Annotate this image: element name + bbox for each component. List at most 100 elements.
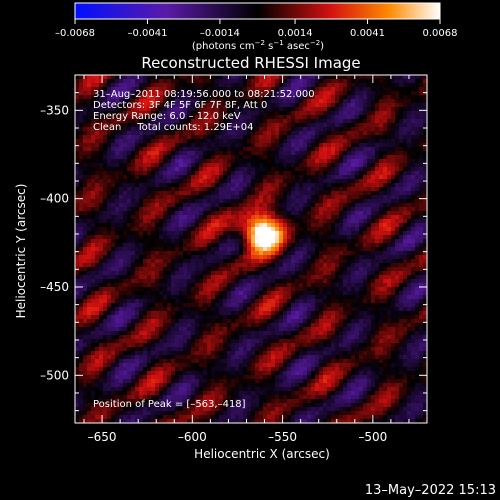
image-pixel [239, 111, 243, 115]
image-pixel [399, 283, 403, 287]
image-pixel [279, 215, 283, 219]
image-pixel [407, 195, 411, 199]
image-pixel [195, 127, 199, 131]
image-pixel [347, 99, 351, 103]
image-pixel [415, 227, 419, 231]
image-pixel [83, 211, 87, 215]
image-pixel [79, 159, 83, 163]
image-pixel [163, 99, 167, 103]
image-pixel [83, 299, 87, 303]
image-pixel [355, 223, 359, 227]
image-pixel [127, 123, 131, 127]
image-pixel [303, 235, 307, 239]
image-pixel [115, 107, 119, 111]
image-pixel [103, 271, 107, 275]
image-pixel [199, 203, 203, 207]
image-pixel [415, 275, 419, 279]
image-pixel [407, 155, 411, 159]
image-pixel [267, 215, 271, 219]
image-pixel [271, 219, 275, 223]
image-pixel [307, 195, 311, 199]
image-pixel [227, 263, 231, 267]
image-pixel [175, 159, 179, 163]
image-pixel [275, 223, 279, 227]
image-pixel [235, 219, 239, 223]
image-pixel [159, 235, 163, 239]
image-pixel [191, 79, 195, 83]
image-pixel [195, 175, 199, 179]
image-pixel [111, 295, 115, 299]
image-pixel [167, 231, 171, 235]
image-pixel [367, 287, 371, 291]
image-pixel [315, 267, 319, 271]
image-pixel [307, 123, 311, 127]
image-pixel [411, 267, 415, 271]
image-pixel [255, 167, 259, 171]
image-pixel [119, 123, 123, 127]
image-pixel [187, 115, 191, 119]
image-pixel [395, 211, 399, 215]
image-pixel [235, 267, 239, 271]
image-pixel [395, 147, 399, 151]
image-pixel [115, 147, 119, 151]
image-pixel [407, 83, 411, 87]
image-pixel [283, 183, 287, 187]
image-pixel [411, 75, 415, 79]
image-pixel [235, 227, 239, 231]
image-pixel [87, 123, 91, 127]
image-pixel [403, 239, 407, 243]
image-pixel [331, 187, 335, 191]
image-pixel [307, 95, 311, 99]
image-pixel [407, 259, 411, 263]
image-pixel [75, 299, 79, 303]
image-pixel [363, 279, 367, 283]
image-pixel [195, 103, 199, 107]
image-pixel [175, 111, 179, 115]
image-pixel [303, 287, 307, 291]
image-pixel [379, 223, 383, 227]
image-pixel [227, 179, 231, 183]
image-pixel [171, 115, 175, 119]
image-pixel [319, 243, 323, 247]
image-pixel [403, 179, 407, 183]
image-pixel [331, 207, 335, 211]
image-pixel [415, 167, 419, 171]
image-pixel [151, 175, 155, 179]
image-pixel [171, 111, 175, 115]
image-pixel [251, 279, 255, 283]
image-pixel [259, 171, 263, 175]
image-pixel [323, 275, 327, 279]
image-pixel [147, 271, 151, 275]
image-pixel [419, 263, 423, 267]
image-pixel [111, 299, 115, 303]
image-pixel [351, 123, 355, 127]
image-pixel [251, 283, 255, 287]
image-pixel [395, 79, 399, 83]
image-pixel [103, 151, 107, 155]
image-pixel [179, 191, 183, 195]
image-pixel [139, 235, 143, 239]
image-pixel [151, 159, 155, 163]
image-pixel [379, 263, 383, 267]
image-pixel [179, 115, 183, 119]
image-pixel [119, 211, 123, 215]
image-pixel [119, 175, 123, 179]
image-pixel [311, 143, 315, 147]
image-pixel [375, 239, 379, 243]
image-pixel [151, 243, 155, 247]
image-pixel [247, 167, 251, 171]
image-pixel [147, 91, 151, 95]
image-pixel [147, 251, 151, 255]
image-pixel [235, 195, 239, 199]
image-pixel [143, 179, 147, 183]
image-pixel [295, 163, 299, 167]
image-pixel [351, 135, 355, 139]
image-pixel [351, 131, 355, 135]
image-pixel [247, 119, 251, 123]
image-pixel [219, 203, 223, 207]
image-pixel [407, 255, 411, 259]
image-pixel [419, 207, 423, 211]
image-pixel [415, 95, 419, 99]
image-pixel [215, 239, 219, 243]
image-pixel [107, 167, 111, 171]
